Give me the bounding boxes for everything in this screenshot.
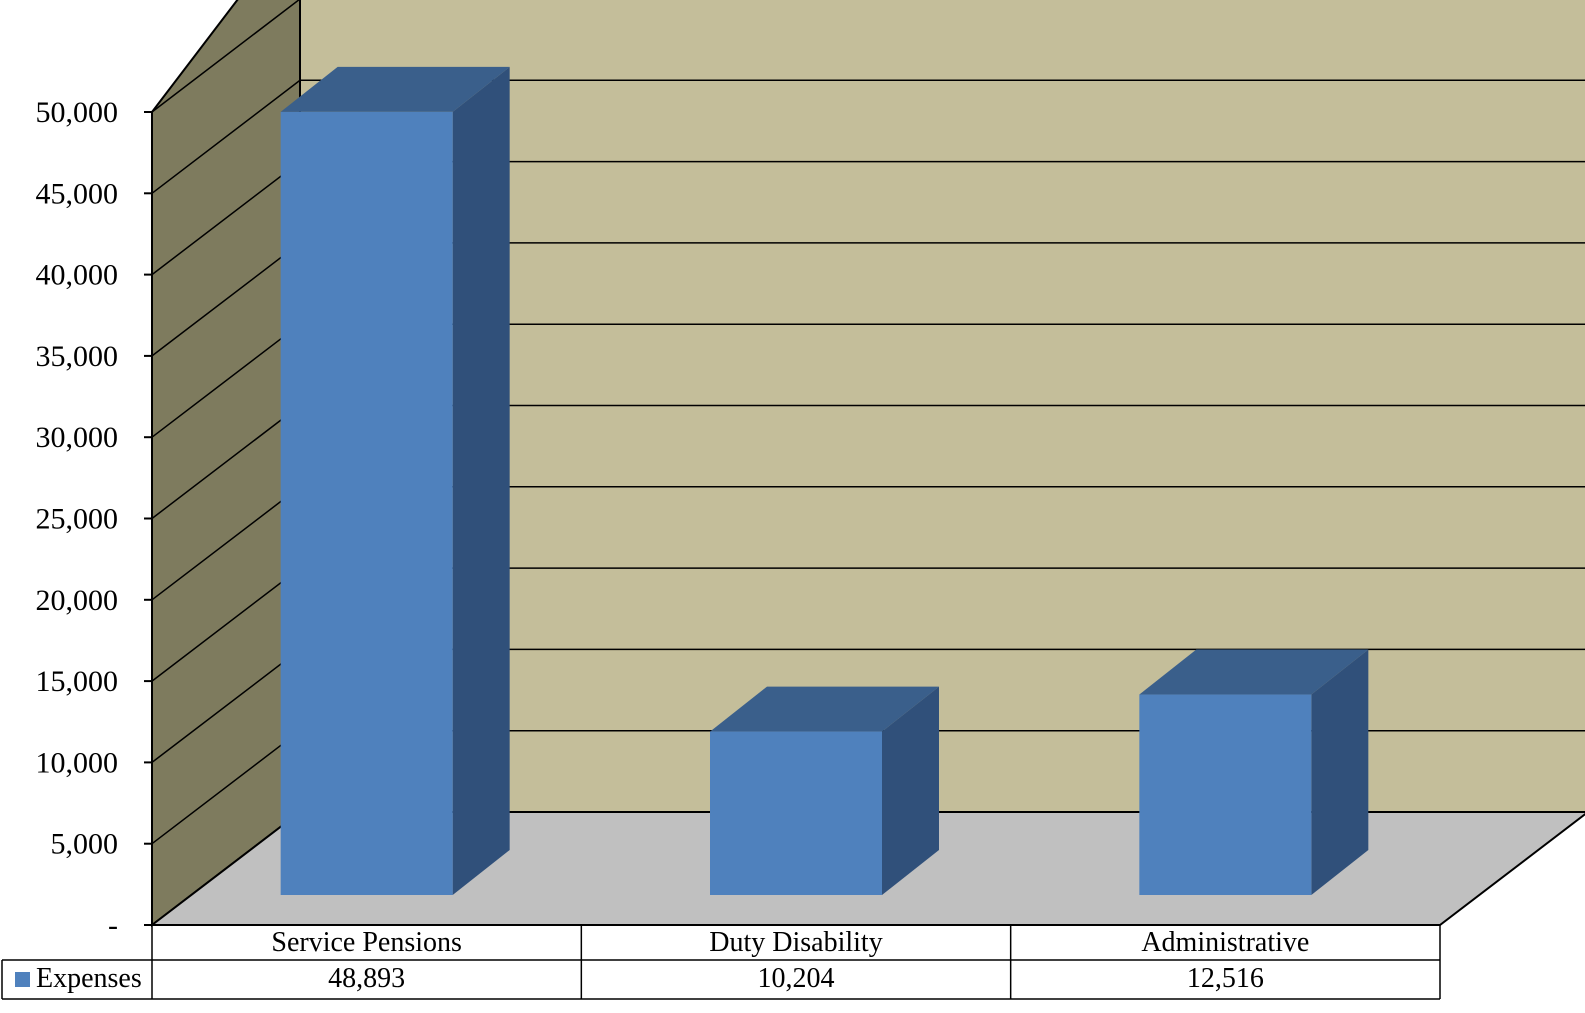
value-label-2: 12,516: [1187, 963, 1264, 994]
gridline-9: [151, 79, 1585, 194]
y-tick-label-3: 15,000: [36, 665, 119, 698]
bar-side-0: [452, 66, 510, 896]
y-tick-label-1: 5,000: [51, 828, 119, 861]
y-tick-label-10: 50,000: [36, 96, 119, 129]
bar-top-2: [1139, 649, 1369, 695]
bar-top-0: [280, 66, 510, 112]
y-tick-label-7: 35,000: [36, 340, 119, 373]
category-label-1: Duty Disability: [709, 927, 882, 958]
bar-front-1: [710, 731, 882, 895]
bar-front-0: [280, 111, 453, 896]
legend-label: Expenses: [36, 963, 142, 994]
category-label-0: Service Pensions: [271, 927, 462, 958]
bar-top-1: [710, 686, 939, 732]
bar-side-1: [882, 686, 939, 895]
bar-front-2: [1139, 694, 1312, 895]
category-label-2: Administrative: [1141, 927, 1309, 958]
bars: [280, 66, 1369, 896]
gridline-10: [151, 0, 300, 113]
value-label-1: 10,204: [758, 963, 835, 994]
bar-2: [1139, 649, 1369, 895]
data-table: Service Pensions 48,893 Duty Disability 10,…: [1, 925, 1441, 1000]
y-tick-label-5: 25,000: [36, 503, 119, 536]
value-label-0: 48,893: [328, 963, 405, 994]
bar-1: [710, 686, 939, 895]
y-tick-label-8: 40,000: [36, 259, 119, 292]
y-axis: - 5,000 10,000 15,000 20,000 25,000 30,000 35,0…: [36, 96, 153, 942]
y-tick-label-6: 30,000: [36, 421, 119, 454]
y-tick-label-4: 20,000: [36, 584, 119, 617]
y-tick-label-2: 10,000: [36, 746, 119, 779]
bar-side-2: [1311, 649, 1369, 895]
bar-0: [280, 66, 510, 896]
y-tick-label-9: 45,000: [36, 177, 119, 210]
legend-swatch: [15, 972, 30, 987]
y-tick-label-0: -: [108, 909, 118, 942]
